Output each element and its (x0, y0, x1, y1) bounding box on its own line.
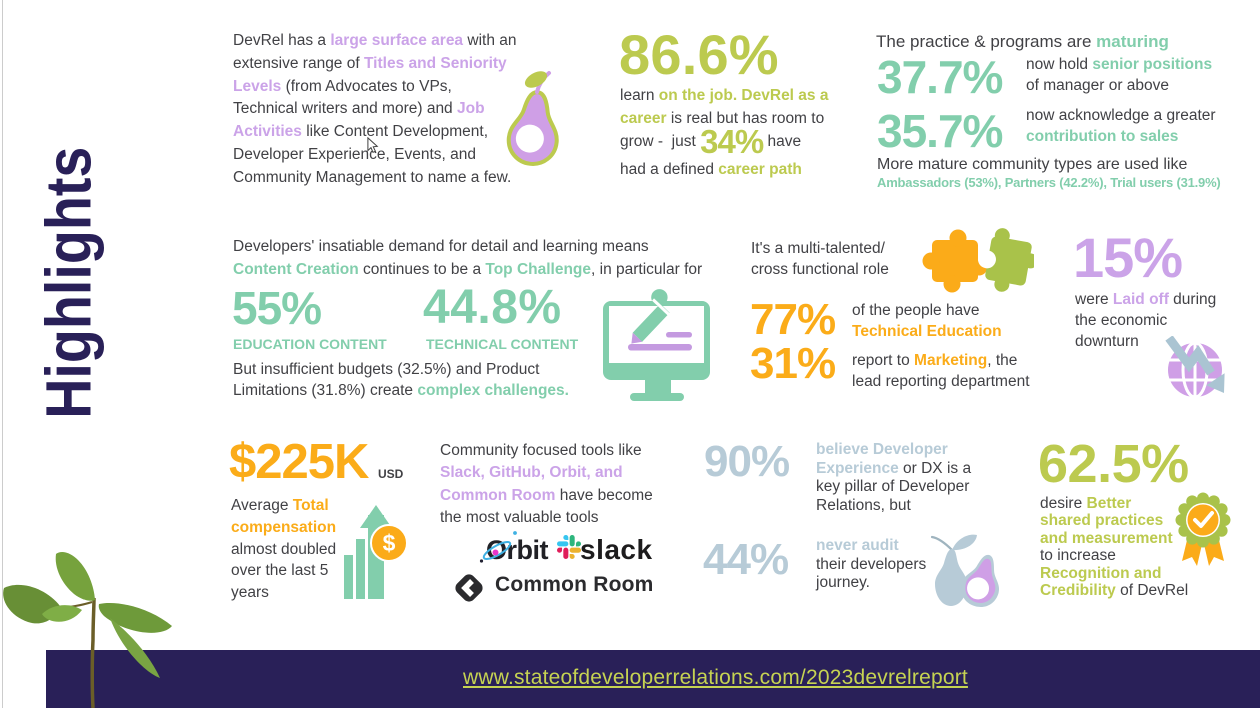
svg-text:$: $ (383, 530, 396, 556)
